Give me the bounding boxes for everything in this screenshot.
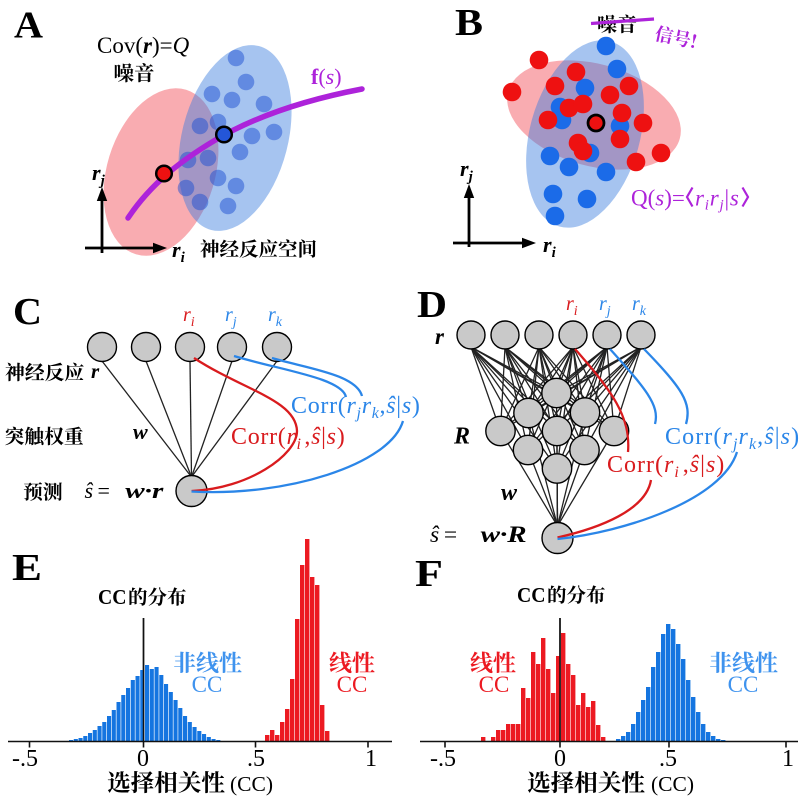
svg-text:(CC): (CC)	[651, 772, 694, 796]
svg-text:D: D	[417, 284, 447, 326]
svg-text:1: 1	[365, 746, 377, 772]
svg-text:Cov(r)=Q: Cov(r)=Q	[97, 33, 190, 58]
svg-text:-.5: -.5	[12, 746, 38, 772]
svg-text:CC: CC	[192, 672, 223, 697]
svg-text:w: w	[501, 480, 518, 506]
svg-text:Corr(rjrk,ŝ|s): Corr(rjrk,ŝ|s)	[665, 424, 800, 453]
svg-text:rirj|s: rirj|s	[695, 186, 740, 214]
svg-text:w: w	[133, 419, 148, 444]
svg-text:Corr(rjrk,ŝ|s): Corr(rjrk,ŝ|s)	[291, 393, 421, 422]
svg-text:Q(s)=: Q(s)=	[631, 186, 685, 211]
svg-text:CC: CC	[479, 672, 510, 697]
svg-text:r: r	[91, 359, 100, 383]
svg-text:ri: ri	[566, 293, 578, 319]
svg-text:Corr(ri ,ŝ|s): Corr(ri ,ŝ|s)	[231, 424, 345, 453]
svg-text:rj: rj	[225, 304, 237, 330]
svg-text:F: F	[415, 553, 443, 595]
svg-text:CC: CC	[98, 585, 127, 609]
svg-text:-.5: -.5	[430, 746, 456, 772]
svg-text:CC: CC	[517, 583, 546, 607]
svg-text:C: C	[13, 291, 42, 333]
svg-text:A: A	[14, 5, 44, 47]
svg-text:r: r	[435, 324, 445, 349]
svg-text:CC: CC	[728, 672, 759, 697]
svg-text:ri: ri	[183, 304, 195, 330]
svg-text:E: E	[12, 547, 42, 589]
svg-text:(CC): (CC)	[230, 772, 273, 796]
svg-text:ŝ = w·r: ŝ = w·r	[85, 478, 164, 503]
svg-text:f(s): f(s)	[311, 64, 342, 89]
svg-text:rj: rj	[599, 293, 611, 319]
svg-text:ŝ = w·R: ŝ = w·R	[430, 522, 527, 548]
svg-text:R: R	[453, 424, 470, 450]
svg-text:0: 0	[137, 746, 149, 772]
svg-text:CC: CC	[337, 672, 368, 697]
svg-text:.5: .5	[247, 746, 265, 772]
svg-text:1: 1	[782, 746, 794, 772]
svg-text:0: 0	[554, 746, 566, 772]
svg-text:B: B	[455, 2, 483, 44]
svg-text:.5: .5	[659, 746, 677, 772]
svg-text:Corr(ri ,ŝ|s): Corr(ri ,ŝ|s)	[607, 452, 725, 481]
